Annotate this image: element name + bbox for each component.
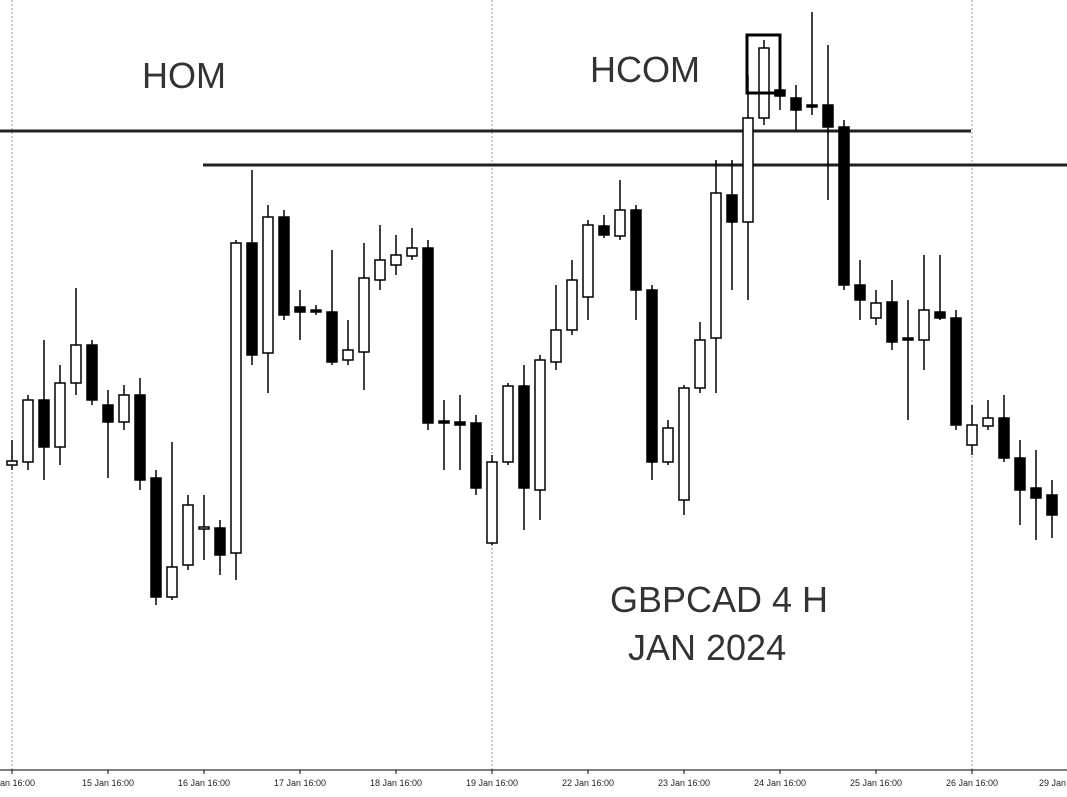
x-tick-label: 17 Jan 16:00 [274, 778, 326, 788]
candle-body [294, 306, 306, 313]
candle-body [454, 421, 466, 426]
candle-body [118, 394, 130, 423]
x-tick-label: 22 Jan 16:00 [562, 778, 614, 788]
candle-body [854, 284, 866, 301]
candle-body [998, 417, 1010, 459]
candle-body [54, 382, 66, 448]
candle-body [150, 477, 162, 598]
candle-body [710, 192, 722, 339]
annotation: HCOM [590, 49, 700, 90]
candle-body [582, 224, 594, 298]
candle-body [6, 460, 18, 466]
candle-body [422, 247, 434, 424]
x-tick-label: 24 Jan 16:00 [754, 778, 806, 788]
candle-body [134, 394, 146, 481]
candle-body [38, 399, 50, 448]
candle-body [214, 527, 226, 556]
candle-body [278, 216, 290, 316]
candle-body [198, 526, 210, 530]
x-tick-label: 26 Jan 16:00 [946, 778, 998, 788]
candle-body [374, 259, 386, 281]
candle-body [326, 311, 338, 363]
candle-body [982, 417, 994, 427]
candle-body [806, 104, 818, 108]
candle-body [838, 126, 850, 286]
candle-body [742, 117, 754, 223]
annotation: HOM [142, 55, 226, 96]
x-tick-label: 19 Jan 16:00 [466, 778, 518, 788]
candle-body [902, 337, 914, 341]
candle-body [102, 404, 114, 423]
candle-body [342, 349, 354, 361]
candle-body [678, 387, 690, 501]
candle-body [870, 302, 882, 319]
candle-body [230, 242, 242, 554]
candle-body [518, 385, 530, 489]
candle-body [1014, 457, 1026, 491]
candle-body [310, 309, 322, 313]
candle-body [246, 242, 258, 356]
x-tick-label: 15 Jan 16:00 [82, 778, 134, 788]
annotation: GBPCAD 4 H [610, 579, 828, 620]
candle-body [166, 566, 178, 598]
candle-body [502, 385, 514, 463]
candle-body [646, 289, 658, 463]
candle-body [934, 311, 946, 319]
candle-body [598, 225, 610, 236]
candle-body [486, 461, 498, 544]
candle-body [790, 97, 802, 111]
candle-body [1030, 487, 1042, 499]
candle-body [70, 344, 82, 384]
candle-body [566, 279, 578, 331]
candle-body [470, 422, 482, 489]
x-tick-label: 16 Jan 16:00 [178, 778, 230, 788]
candle-body [614, 209, 626, 237]
annotation: JAN 2024 [628, 627, 786, 668]
candle-body [726, 194, 738, 223]
candle-body [262, 216, 274, 354]
candle-body [438, 420, 450, 424]
highlight-box [745, 33, 782, 95]
candle-body [950, 317, 962, 426]
candle-body [22, 399, 34, 463]
candle-body [966, 424, 978, 446]
candle-body [694, 339, 706, 389]
candle-body [918, 309, 930, 341]
x-tick-label: 29 Jan [1039, 778, 1066, 788]
candle-body [358, 277, 370, 353]
candle-body [550, 329, 562, 363]
candle-body [758, 47, 770, 119]
candle-body [390, 254, 402, 266]
candle-body [822, 104, 834, 128]
candle-body [406, 247, 418, 257]
x-tick-label: an 16:00 [0, 778, 35, 788]
x-tick-label: 25 Jan 16:00 [850, 778, 902, 788]
candle-body [886, 301, 898, 343]
candle-body [1046, 494, 1058, 516]
x-tick-label: 18 Jan 16:00 [370, 778, 422, 788]
candle-body [534, 359, 546, 491]
candle-body [662, 427, 674, 463]
candle-body [86, 344, 98, 401]
x-tick-label: 23 Jan 16:00 [658, 778, 710, 788]
candle-body [630, 209, 642, 291]
candle-body [182, 504, 194, 566]
